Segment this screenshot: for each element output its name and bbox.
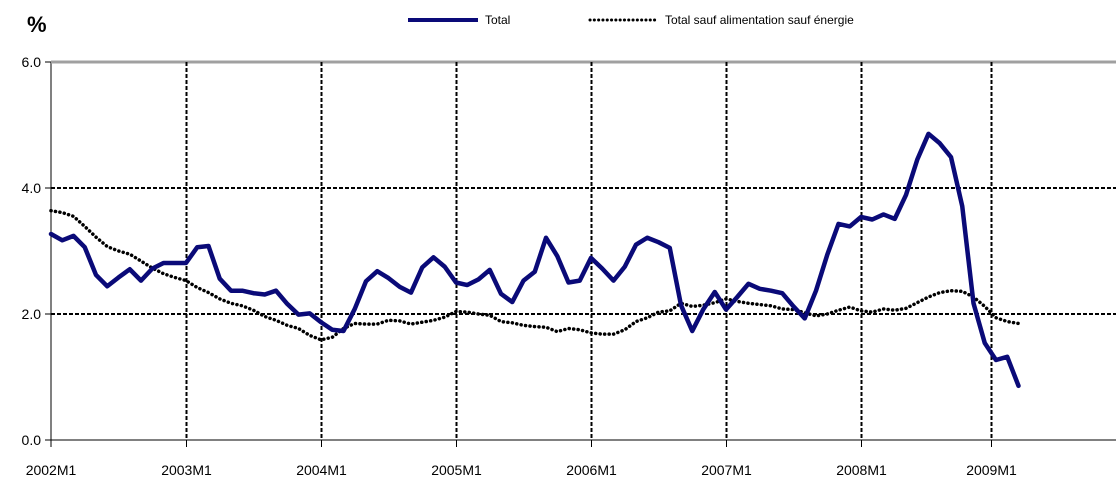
series-line-total — [48, 131, 1021, 389]
unit-label: % — [27, 12, 47, 37]
x-tick-label-2009: 2009M1 — [966, 462, 1017, 478]
x-tick-label-2007: 2007M1 — [701, 462, 752, 478]
y-tick-label-4: 4.0 — [22, 180, 42, 196]
legend-label-core: Total sauf alimentation sauf énergie — [665, 13, 854, 27]
y-tick-label-2: 2.0 — [22, 306, 42, 322]
y-tick-label-6: 6.0 — [22, 54, 42, 70]
legend: Total Total sauf alimentation sauf énerg… — [408, 13, 854, 27]
series-line-core — [49, 208, 1021, 342]
x-tick-label-2002: 2002M1 — [26, 462, 77, 478]
x-tick-label-2004: 2004M1 — [296, 462, 347, 478]
x-tick-label-2008: 2008M1 — [836, 462, 887, 478]
y-tick-label-0: 0.0 — [22, 432, 42, 448]
legend-label-total: Total — [485, 13, 510, 27]
x-tick-label-2006: 2006M1 — [566, 462, 617, 478]
x-tick-label-2005: 2005M1 — [431, 462, 482, 478]
x-tick-label-2003: 2003M1 — [161, 462, 212, 478]
plot-area: 0.0 2.0 4.0 6.0 2002M1 2003M1 2004M1 200… — [22, 54, 1116, 478]
